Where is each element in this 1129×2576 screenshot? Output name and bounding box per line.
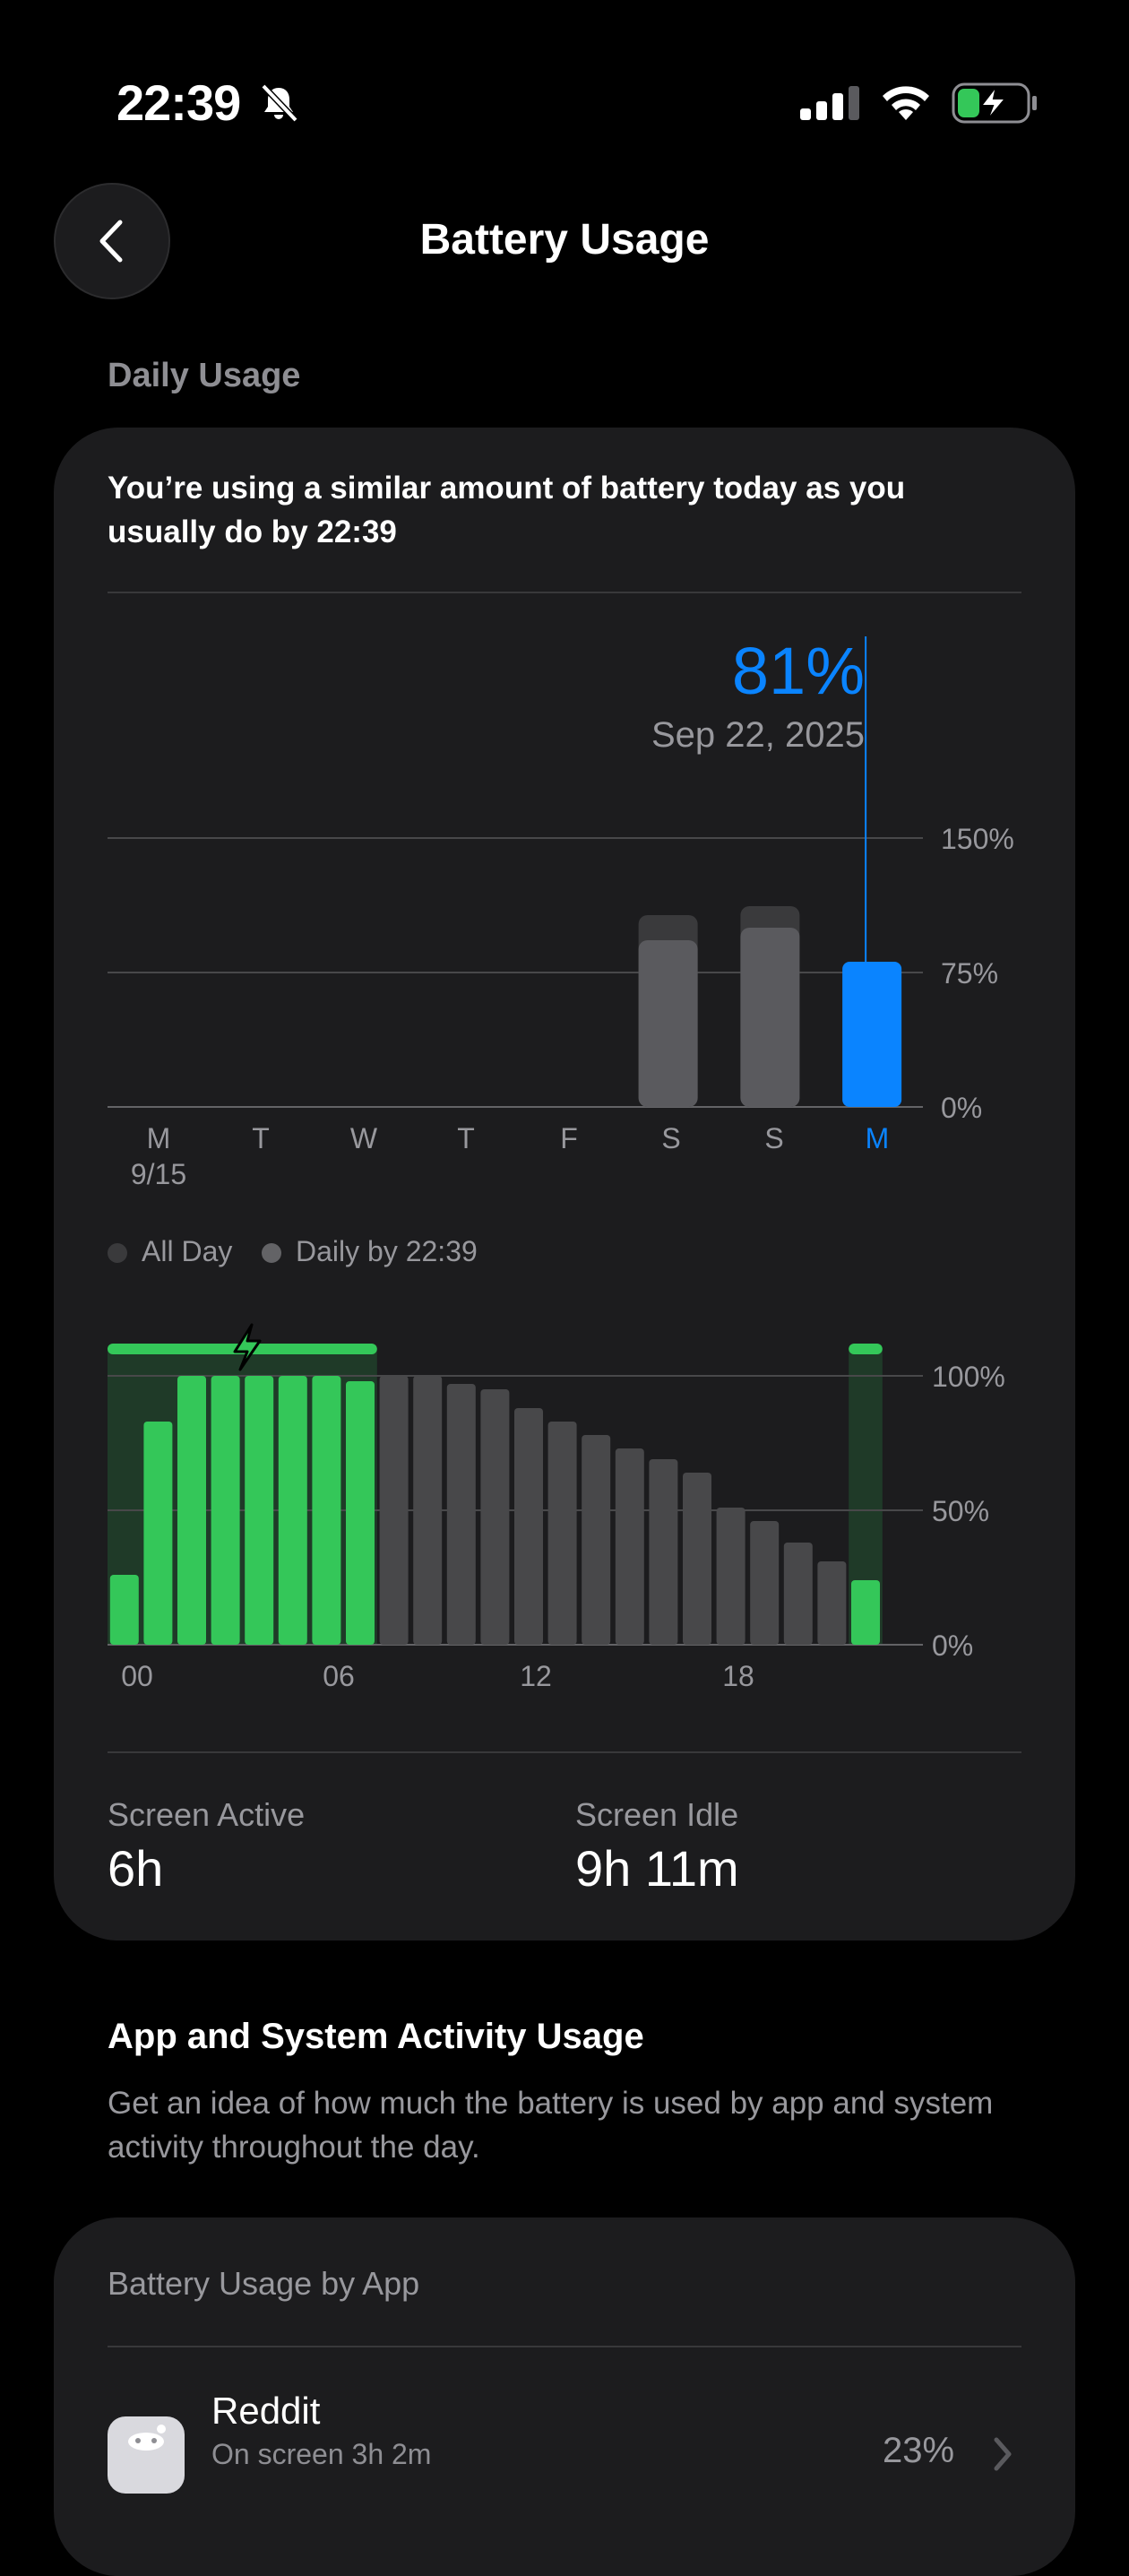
app-subtitle: On screen 3h 2m [211, 2438, 432, 2470]
x-tick-label: 12 [520, 1660, 552, 1692]
charging-bolt-icon [233, 1323, 262, 1371]
bar-selected [842, 962, 902, 1107]
hour-bar [750, 1521, 780, 1645]
x-tick-label-selected: M [865, 1122, 890, 1154]
screen-active-value: 6h [108, 1840, 164, 1897]
bell-slash-icon [261, 83, 298, 123]
bar-daily-by [638, 940, 698, 1107]
hour-bar [683, 1473, 711, 1645]
legend-dot [262, 1243, 281, 1263]
divider [108, 2346, 1021, 2347]
charging-indicator-bar [849, 1344, 883, 1354]
x-tick-label: 06 [323, 1660, 355, 1692]
hour-bar [615, 1448, 644, 1645]
hour-bar [514, 1408, 543, 1645]
x-tick-label: S [661, 1122, 681, 1154]
hour-bar [547, 1422, 577, 1645]
x-tick-label: M [146, 1122, 171, 1154]
y-tick-label: 50% [932, 1495, 990, 1527]
legend-dot [108, 1243, 127, 1263]
y-tick-label: 150% [941, 823, 1014, 855]
selected-date: Sep 22, 2025 [651, 715, 865, 755]
legend-all-day: All Day [108, 1235, 232, 1268]
page-title: Battery Usage [419, 216, 710, 264]
hour-bar [245, 1376, 274, 1645]
hour-bar [851, 1580, 880, 1645]
legend-label: All Day [142, 1235, 233, 1267]
reddit-app-icon [108, 2416, 185, 2494]
hour-bar [817, 1561, 847, 1645]
y-tick-label: 0% [932, 1629, 974, 1662]
x-tick-label: T [252, 1122, 270, 1154]
x-tick-label: T [457, 1122, 475, 1154]
hour-bar [379, 1376, 409, 1645]
hour-bar [783, 1543, 813, 1645]
screen-active-label: Screen Active [108, 1796, 306, 1833]
selected-percent: 81% [731, 634, 865, 708]
chevron-left-icon [99, 220, 123, 263]
legend-label: Daily by 22:39 [296, 1235, 478, 1267]
hour-bar [716, 1508, 745, 1645]
app-name[interactable]: Reddit [211, 2390, 321, 2432]
x-tick-sublabel: 9/15 [130, 1158, 187, 1190]
hour-bar [582, 1435, 611, 1645]
hour-bar [346, 1381, 375, 1645]
hour-bar [649, 1459, 678, 1645]
chevron-right-icon[interactable] [993, 2436, 1014, 2472]
status-time: 22:39 [116, 74, 241, 131]
hourly-battery-level-chart[interactable] [0, 0, 1129, 1703]
battery-usage-by-app-label: Battery Usage by App [108, 2265, 420, 2302]
y-tick-label: 100% [932, 1361, 1005, 1393]
divider [108, 1751, 1021, 1753]
reddit-logo-icon [128, 2425, 166, 2451]
legend-daily-by: Daily by 22:39 [262, 1235, 478, 1268]
weekly-usage-chart[interactable] [0, 0, 1129, 1219]
hour-bar [446, 1384, 476, 1645]
cellular-signal-icon [800, 86, 859, 120]
hour-bar [211, 1376, 240, 1645]
daily-usage-card [54, 428, 1075, 1941]
y-tick-label: 0% [941, 1092, 983, 1124]
hour-bar [177, 1376, 206, 1645]
screen-idle-label: Screen Idle [575, 1796, 739, 1833]
y-tick-label: 75% [941, 957, 999, 990]
divider [108, 592, 1021, 593]
x-tick-label: W [349, 1122, 378, 1154]
x-tick-label: 18 [722, 1660, 754, 1692]
hour-bar [109, 1575, 139, 1645]
battery-charging-icon [952, 82, 1037, 124]
app-percent: 23% [883, 2431, 955, 2470]
hour-bar [413, 1376, 443, 1645]
activity-description: Get an idea of how much the battery is u… [108, 2086, 994, 2165]
wifi-icon [883, 86, 929, 120]
x-tick-label: S [764, 1122, 784, 1154]
hour-bar [143, 1422, 173, 1645]
x-tick-label: 00 [121, 1660, 153, 1692]
screen-idle-value: 9h 11m [575, 1840, 739, 1897]
back-button[interactable] [54, 183, 170, 299]
usage-summary: You’re using a similar amount of battery… [108, 471, 906, 549]
hour-bar [312, 1376, 341, 1645]
bar-daily-by [740, 928, 800, 1107]
daily-usage-label: Daily Usage [108, 357, 301, 394]
x-tick-label: F [560, 1122, 578, 1154]
activity-title: App and System Activity Usage [108, 2017, 644, 2056]
hour-bar [278, 1376, 307, 1645]
hour-bar [480, 1389, 510, 1645]
